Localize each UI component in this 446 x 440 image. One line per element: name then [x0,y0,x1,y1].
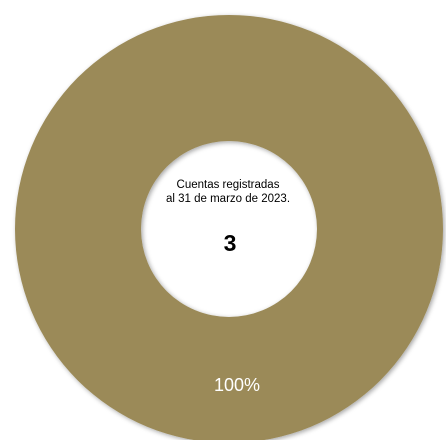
slice-percent-label: 100% [214,375,260,395]
donut-slice-0 [15,15,443,440]
donut-slices [15,15,443,440]
center-caption-line-2: al 31 de marzo de 2023. [165,193,291,205]
center-total-count: 3 [223,230,237,256]
center-caption-line-1: Cuentas registradas [176,179,280,191]
center-caption: Cuentas registradas al 31 de marzo de 20… [143,178,313,206]
